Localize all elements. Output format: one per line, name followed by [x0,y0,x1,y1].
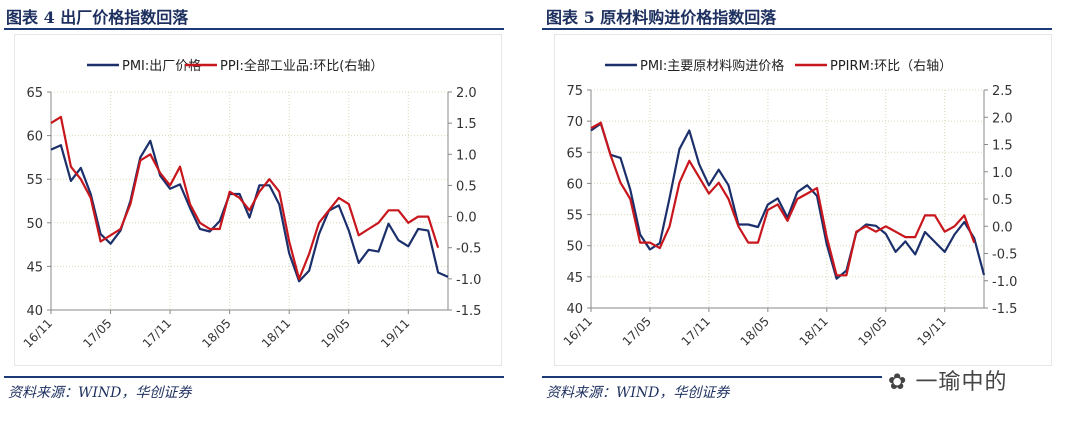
source-rule-left [4,376,504,378]
x-tick-label: 17/05 [620,314,654,348]
x-tick-label: 17/11 [679,314,713,348]
y2-tick-label: -0.5 [456,242,481,257]
y-tick-label: 55 [566,209,583,224]
y-tick-label: 65 [26,86,43,101]
x-tick-label: 18/05 [738,314,772,348]
y2-tick-label: -1.5 [456,304,481,319]
title-rule-right [542,28,1052,30]
y2-tick-label: -1.0 [456,273,481,288]
y2-tick-label: -0.5 [992,248,1017,263]
y2-tick-label: -1.5 [992,302,1017,317]
y-tick-label: 45 [26,260,43,275]
y-tick-label: 50 [566,240,583,255]
watermark: ✿ 一瑜中的 [888,364,1007,396]
chart-4-panel: 40 45 50 55 60 65 -1.5 -1.0 -0.5 0.0 0.5 1.0 1.5 2.0 1… [14,34,502,366]
watermark-text: 一瑜中的 [915,370,1008,395]
y2-tick-label: 2.5 [992,84,1013,99]
x-tick-label: 16/11 [21,316,55,350]
y-tick-label: 45 [566,271,583,286]
chart-5-source: 资料来源：WIND，华创证券 [546,385,730,401]
chart-5-svg: 40 45 50 55 60 65 70 75 -1.5 -1.0 -0.5 0.0 0.5 1.0 1.5… [561,58,1018,349]
y2-tick-label: 0.5 [992,193,1013,208]
y2-tick-label: 1.5 [456,117,477,132]
x-tick-label: 19/11 [914,314,948,348]
y-tick-label: 40 [566,302,583,317]
y2-tick-label: 0.5 [456,179,477,194]
y2-tick-label: 2.0 [992,111,1013,126]
x-tick-label: 19/05 [319,316,353,350]
legend-label: PMI:出厂价格 [122,58,201,74]
y-tick-label: 40 [26,304,43,319]
chart-4-source: 资料来源：WIND，华创证券 [8,385,192,401]
x-tick-label: 19/05 [856,314,890,348]
y-tick-label: 55 [26,173,43,188]
chart-4-title: 图表 4 出厂价格指数回落 [6,8,189,27]
x-tick-label: 18/05 [199,316,233,350]
chart-5-panel: 40 45 50 55 60 65 70 75 -1.5 -1.0 -0.5 0.0 0.5 1.0 1.5… [554,34,1052,366]
y2-tick-label: 1.5 [992,139,1013,154]
y2-tick-label: 0.0 [992,220,1013,235]
x-tick-label: 16/11 [561,314,595,348]
series-line-right [590,121,976,277]
y2-tick-label: 1.0 [992,166,1013,181]
y-tick-label: 50 [26,217,43,232]
y-tick-label: 70 [566,115,583,130]
chart-4-svg: 40 45 50 55 60 65 -1.5 -1.0 -0.5 0.0 0.5 1.0 1.5 2.0 1… [21,58,482,351]
x-tick-label: 18/11 [797,314,831,348]
legend-label: PPI:全部工业品:环比(右轴） [220,58,383,74]
y-tick-label: 65 [566,146,583,161]
y2-tick-label: 1.0 [456,148,477,163]
series-line-right [50,115,440,280]
chart-5-title: 图表 5 原材料购进价格指数回落 [546,8,777,27]
x-tick-label: 19/11 [378,316,412,350]
source-rule-right [542,376,882,378]
legend-label: PPIRM:环比（右轴） [830,59,952,74]
x-tick-label: 17/11 [140,316,174,350]
x-tick-label: 17/05 [80,316,114,350]
y2-tick-label: -1.0 [992,275,1017,290]
x-tick-label: 18/11 [259,316,293,350]
y-tick-label: 60 [26,130,43,145]
y-tick-label: 75 [566,84,583,99]
legend-label: PMI:主要原材料购进价格 [640,58,784,74]
wechat-icon: ✿ [888,370,908,395]
y-tick-label: 60 [566,177,583,192]
y2-tick-label: 0.0 [456,211,477,226]
title-rule-left [4,28,504,30]
y2-tick-label: 2.0 [456,86,477,101]
